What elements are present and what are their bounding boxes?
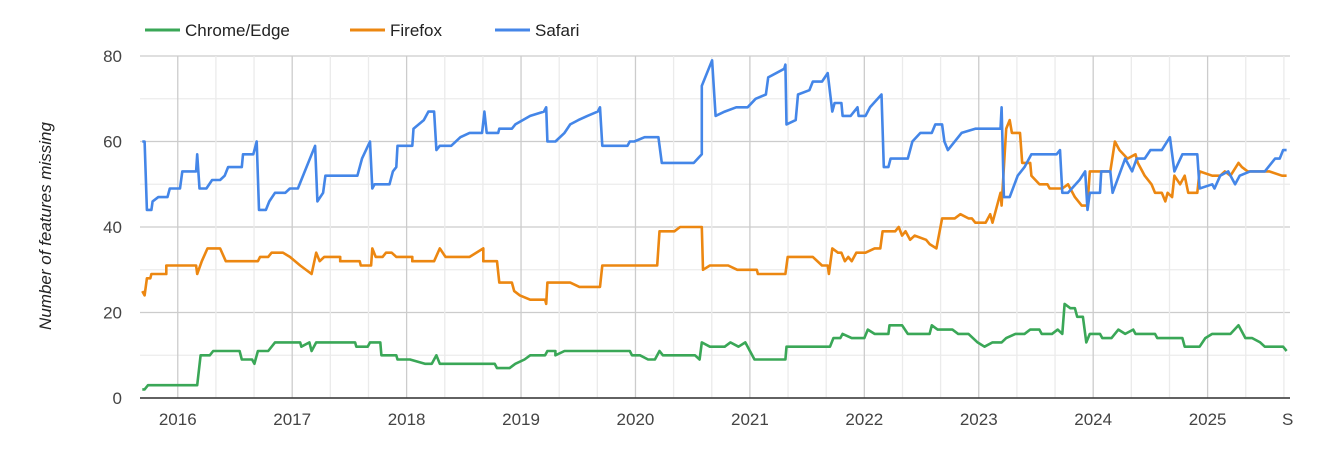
x-tick-label: 2025 xyxy=(1189,410,1227,429)
y-tick-label: 80 xyxy=(103,47,122,66)
series-lines xyxy=(141,59,1288,391)
y-axis-title: Number of features missing xyxy=(36,122,55,330)
series-line-safari xyxy=(142,59,1287,212)
x-tick-label: 2021 xyxy=(731,410,769,429)
legend-label: Safari xyxy=(535,21,579,40)
y-tick-label: 0 xyxy=(113,389,122,408)
y-axis-ticks: 0 20 40 60 80 xyxy=(103,47,122,408)
x-tick-label: 2018 xyxy=(388,410,426,429)
legend-label: Chrome/Edge xyxy=(185,21,290,40)
x-tick-label: 2022 xyxy=(845,410,883,429)
legend-item[interactable]: Firefox xyxy=(350,21,442,40)
x-tick-label: 2017 xyxy=(273,410,311,429)
series-line-chrome-edge xyxy=(142,302,1288,391)
y-tick-label: 40 xyxy=(103,218,122,237)
legend-label: Firefox xyxy=(390,21,442,40)
gridlines xyxy=(140,55,1290,399)
series-line-firefox xyxy=(141,118,1287,306)
x-tick-label: S xyxy=(1282,410,1293,429)
y-tick-label: 60 xyxy=(103,133,122,152)
x-tick-label: 2024 xyxy=(1074,410,1112,429)
x-tick-label: 2020 xyxy=(617,410,655,429)
legend: Chrome/Edge Firefox Safari xyxy=(145,21,579,40)
y-tick-label: 20 xyxy=(103,304,122,323)
x-tick-label: 2016 xyxy=(159,410,197,429)
legend-item[interactable]: Safari xyxy=(495,21,579,40)
x-axis-ticks: 2016 2017 2018 2019 2020 2021 2022 2023 2024 2025… xyxy=(159,410,1294,429)
x-tick-label: 2019 xyxy=(502,410,540,429)
legend-item[interactable]: Chrome/Edge xyxy=(145,21,290,40)
x-tick-label: 2023 xyxy=(960,410,998,429)
